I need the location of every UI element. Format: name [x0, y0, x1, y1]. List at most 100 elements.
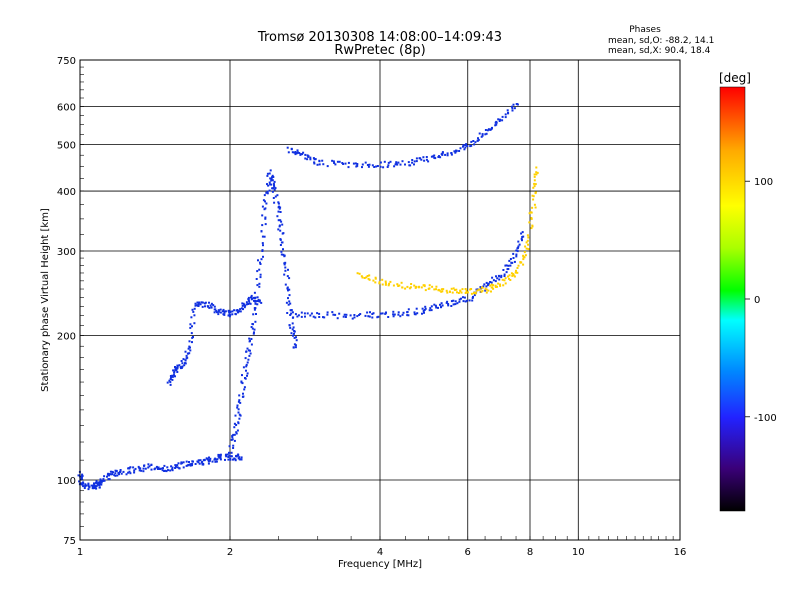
data-point: [216, 311, 218, 314]
data-point: [290, 312, 293, 315]
data-point: [259, 263, 262, 265]
data-point: [144, 467, 147, 470]
data-point: [157, 468, 159, 470]
data-point: [287, 151, 290, 154]
data-point: [174, 464, 177, 467]
data-point: [289, 309, 292, 312]
data-point: [532, 195, 535, 198]
data-point: [174, 366, 176, 368]
data-point: [171, 466, 174, 469]
data-point: [222, 310, 224, 313]
data-point: [274, 195, 277, 198]
data-point: [247, 303, 250, 305]
data-point: [445, 301, 448, 304]
data-point: [240, 381, 243, 384]
data-point: [234, 414, 237, 417]
data-point: [218, 456, 221, 458]
data-point: [303, 312, 306, 315]
data-point: [522, 258, 525, 261]
data-point: [261, 249, 264, 252]
data-point: [261, 224, 264, 227]
data-point: [396, 283, 399, 286]
data-point: [113, 474, 116, 477]
y-tick-label: 750: [57, 56, 76, 67]
data-point: [111, 473, 113, 476]
data-point: [246, 347, 249, 350]
data-point: [513, 260, 516, 263]
data-point: [345, 313, 348, 316]
data-point: [280, 220, 283, 223]
data-point: [446, 291, 449, 294]
data-point: [279, 219, 282, 222]
data-point: [253, 308, 256, 311]
data-point: [371, 316, 374, 319]
data-point: [512, 252, 515, 255]
x-tick-label: 1: [77, 547, 83, 558]
data-point: [445, 289, 448, 292]
data-point: [80, 476, 83, 479]
data-point: [507, 275, 509, 278]
data-point: [407, 161, 410, 164]
data-point: [511, 274, 514, 277]
data-point: [354, 162, 357, 165]
data-point: [431, 285, 434, 288]
data-point: [250, 298, 253, 301]
data-point: [243, 306, 246, 309]
data-point: [253, 291, 256, 294]
data-point: [526, 239, 529, 242]
data-point: [356, 163, 359, 165]
data-point: [197, 461, 200, 464]
data-point: [273, 201, 276, 204]
data-point: [515, 253, 518, 256]
data-point: [273, 188, 276, 191]
data-point: [316, 163, 319, 166]
data-point: [381, 283, 384, 286]
data-point: [450, 152, 453, 154]
data-point: [314, 316, 317, 319]
data-point: [441, 290, 444, 293]
data-point: [466, 291, 469, 294]
data-point: [532, 186, 535, 189]
data-point: [196, 301, 199, 304]
data-point: [235, 454, 238, 457]
data-point: [214, 458, 217, 461]
data-point: [239, 401, 242, 404]
data-point: [376, 316, 379, 319]
data-point: [268, 189, 271, 192]
data-point: [409, 286, 412, 289]
data-point: [487, 289, 490, 292]
data-point: [127, 467, 130, 470]
data-point: [201, 460, 204, 463]
y-tick-label: 200: [57, 332, 76, 343]
data-point: [366, 275, 369, 277]
data-point: [326, 313, 329, 316]
data-point: [256, 303, 259, 306]
data-point: [473, 294, 476, 297]
data-point: [270, 183, 273, 186]
data-point: [501, 115, 504, 118]
data-point: [499, 283, 501, 286]
data-point: [358, 272, 361, 275]
data-point: [331, 311, 334, 314]
data-point: [420, 286, 423, 289]
data-point: [265, 191, 268, 194]
data-point: [515, 255, 518, 258]
data-point: [150, 463, 153, 466]
data-point: [356, 315, 359, 318]
data-point: [255, 313, 257, 315]
data-point: [487, 128, 490, 131]
data-point: [248, 354, 251, 357]
data-point: [286, 146, 289, 149]
data-point: [166, 381, 169, 384]
data-point: [292, 334, 294, 337]
data-point: [236, 309, 239, 311]
data-point: [394, 163, 397, 166]
data-point: [326, 311, 329, 314]
data-point: [453, 289, 456, 291]
data-point: [255, 278, 258, 280]
data-point: [388, 282, 391, 285]
data-point: [307, 155, 310, 158]
data-point: [424, 305, 427, 308]
data-point: [444, 153, 447, 156]
data-point: [294, 313, 297, 316]
